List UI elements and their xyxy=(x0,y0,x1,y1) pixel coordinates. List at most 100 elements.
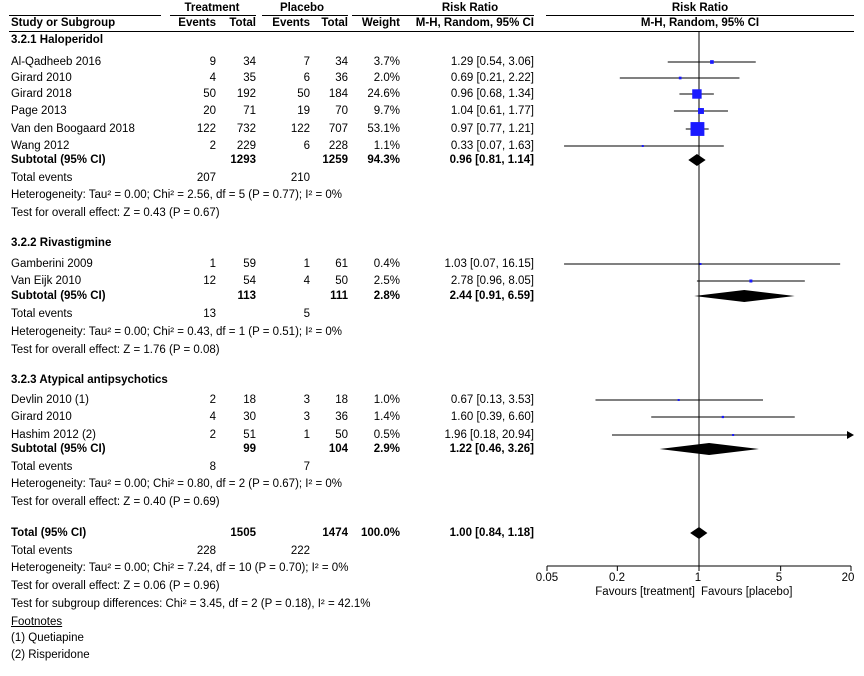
treatment-total: 99 xyxy=(243,443,256,455)
placebo-total: 1474 xyxy=(322,527,348,539)
favours-placebo-label: Favours [placebo] xyxy=(701,586,793,598)
axis-tick-label: 5 xyxy=(775,572,783,584)
weight: 9.7% xyxy=(373,105,400,117)
placebo-header: Placebo xyxy=(279,2,325,14)
treatment-header: Treatment xyxy=(184,2,240,14)
study-marker xyxy=(732,434,735,436)
risk-ratio-ci: 0.96 [0.81, 1.14] xyxy=(449,154,534,166)
treatment-events: 4 xyxy=(209,411,216,423)
placebo-events: 6 xyxy=(303,140,310,152)
placebo-total: 1259 xyxy=(322,154,348,166)
treatment-events-header: Events xyxy=(178,17,216,29)
placebo-total: 111 xyxy=(330,290,348,302)
study-name: Page 2013 xyxy=(11,105,67,117)
risk-ratio-ci: 2.78 [0.96, 8.05] xyxy=(450,275,534,287)
treatment-total: 1293 xyxy=(230,154,256,166)
risk-ratio-ci: 1.29 [0.54, 3.06] xyxy=(450,56,534,68)
subgroup-differences-text: Test for subgroup differences: Chi² = 3.… xyxy=(11,598,371,610)
header-rule-rr xyxy=(352,15,534,16)
study-name: Al-Qadheeb 2016 xyxy=(11,56,102,68)
placebo-total: 184 xyxy=(328,88,348,100)
total-events-label: Total events xyxy=(11,308,73,320)
treatment-total: 51 xyxy=(243,429,256,441)
treatment-total: 71 xyxy=(243,105,256,117)
header-rule-plot xyxy=(546,15,854,16)
treatment-events: 12 xyxy=(203,275,216,287)
placebo-events: 19 xyxy=(297,105,310,117)
study-marker xyxy=(641,145,644,147)
placebo-total: 18 xyxy=(335,394,348,406)
total-label: Total (95% CI) xyxy=(11,527,87,539)
treatment-total: 59 xyxy=(243,258,256,270)
weight-header: Weight xyxy=(361,17,400,29)
treatment-total: 18 xyxy=(243,394,256,406)
group-title: 3.2.2 Rivastigmine xyxy=(11,237,112,249)
treatment-events-total: 13 xyxy=(203,308,216,320)
placebo-total: 61 xyxy=(335,258,348,270)
treatment-events: 50 xyxy=(203,88,216,100)
weight: 1.1% xyxy=(373,140,400,152)
study-marker xyxy=(721,415,724,419)
study-name: Van Eijk 2010 xyxy=(11,275,82,287)
group-title: 3.2.3 Atypical antipsychotics xyxy=(11,374,168,386)
rr-header-title: Risk Ratio xyxy=(441,2,499,14)
study-marker xyxy=(692,89,702,99)
treatment-events: 2 xyxy=(209,140,216,152)
weight: 2.8% xyxy=(373,290,400,302)
placebo-total: 70 xyxy=(335,105,348,117)
study-name: Gamberini 2009 xyxy=(11,258,93,270)
study-marker xyxy=(677,399,680,401)
placebo-events: 7 xyxy=(303,56,310,68)
rr-header-method: M-H, Random, 95% CI xyxy=(415,17,534,29)
total-events-label: Total events xyxy=(11,172,73,184)
weight: 0.4% xyxy=(373,258,400,270)
overall-effect-text: Test for overall effect: Z = 0.43 (P = 0… xyxy=(11,207,220,219)
summary-diamond xyxy=(688,154,706,166)
placebo-events-total: 222 xyxy=(290,545,310,557)
study-column-header: Study or Subgroup xyxy=(11,17,116,29)
subtotal-label: Subtotal (95% CI) xyxy=(11,290,106,302)
weight: 100.0% xyxy=(360,527,400,539)
study-marker xyxy=(698,108,704,114)
placebo-events-total: 210 xyxy=(290,172,310,184)
treatment-total: 113 xyxy=(237,290,256,302)
study-name: Hashim 2012 (2) xyxy=(11,429,97,441)
favours-treatment-label: Favours [treatment] xyxy=(595,586,695,598)
treatment-events: 9 xyxy=(209,56,216,68)
treatment-total-header: Total xyxy=(229,17,256,29)
placebo-events: 4 xyxy=(303,275,310,287)
risk-ratio-ci: 1.00 [0.84, 1.18] xyxy=(449,527,534,539)
treatment-total: 732 xyxy=(236,123,256,135)
subtotal-label: Subtotal (95% CI) xyxy=(11,443,106,455)
weight: 1.0% xyxy=(373,394,400,406)
study-marker xyxy=(678,76,682,80)
weight: 3.7% xyxy=(373,56,400,68)
heterogeneity-text: Heterogeneity: Tau² = 0.00; Chi² = 0.43,… xyxy=(11,326,343,338)
placebo-events-total: 7 xyxy=(303,461,310,473)
risk-ratio-ci: 0.67 [0.13, 3.53] xyxy=(450,394,534,406)
risk-ratio-ci: 1.22 [0.46, 3.26] xyxy=(449,443,534,455)
subtotal-label: Subtotal (95% CI) xyxy=(11,154,106,166)
weight: 2.9% xyxy=(373,443,400,455)
study-name: Girard 2018 xyxy=(11,88,72,100)
placebo-total: 36 xyxy=(335,72,348,84)
treatment-events: 4 xyxy=(209,72,216,84)
placebo-total: 34 xyxy=(335,56,348,68)
placebo-events: 3 xyxy=(303,411,310,423)
treatment-total: 34 xyxy=(243,56,256,68)
heterogeneity-text: Heterogeneity: Tau² = 0.00; Chi² = 2.56,… xyxy=(11,189,343,201)
treatment-events: 2 xyxy=(209,394,216,406)
study-marker xyxy=(699,263,702,265)
placebo-events: 6 xyxy=(303,72,310,84)
axis-tick-label: 20 xyxy=(841,572,855,584)
risk-ratio-ci: 2.44 [0.91, 6.59] xyxy=(449,290,534,302)
header-rule-bottom xyxy=(9,31,854,32)
study-name: Wang 2012 xyxy=(11,140,70,152)
treatment-total: 30 xyxy=(243,411,256,423)
axis-tick-label: 0.2 xyxy=(609,572,625,584)
axis-tick-label: 1 xyxy=(694,572,702,584)
risk-ratio-ci: 0.33 [0.07, 1.63] xyxy=(450,140,534,152)
weight: 24.6% xyxy=(367,88,400,100)
placebo-events-total: 5 xyxy=(303,308,310,320)
